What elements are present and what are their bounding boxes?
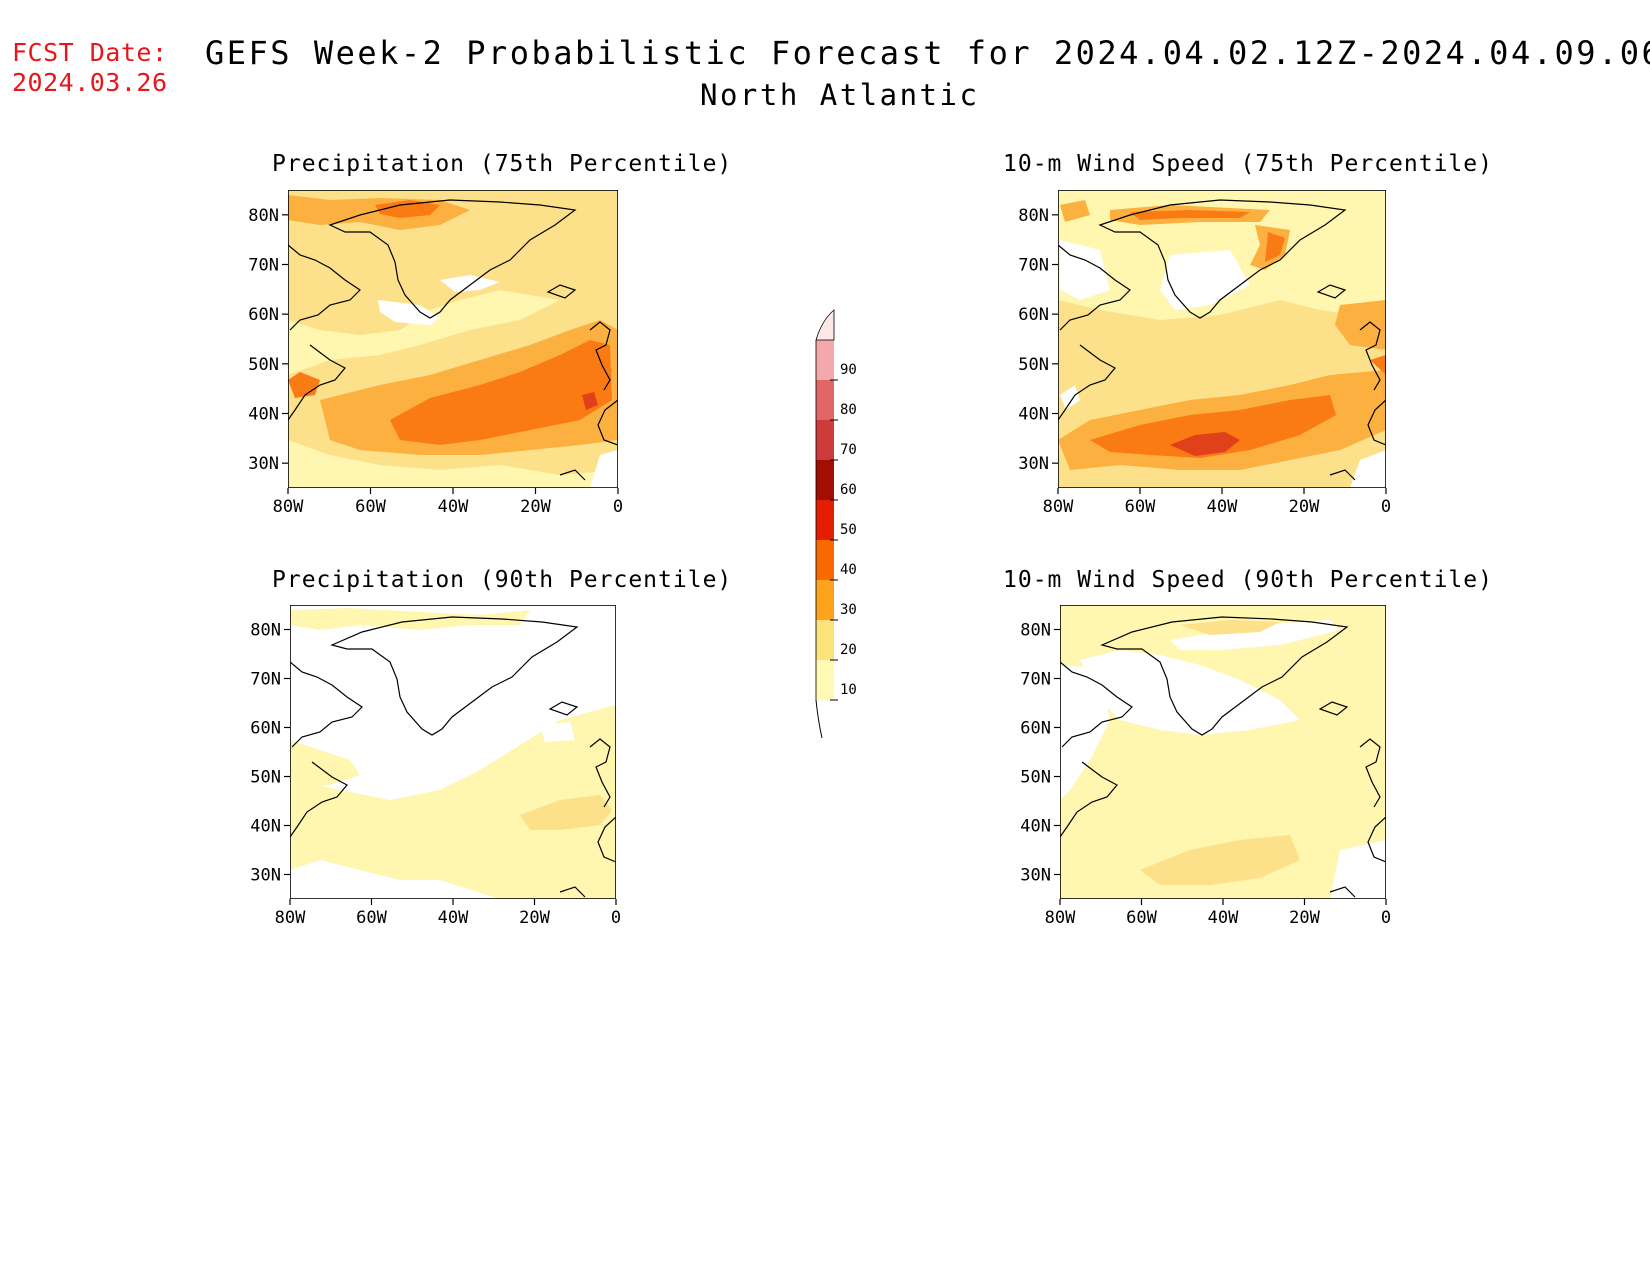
lon-label: 80W [1045,908,1076,928]
colorbar-top-cap [815,309,835,341]
lat-label: 50N [250,768,281,788]
colorbar-label: 30 [840,602,857,618]
lat-label: 70N [1018,256,1049,276]
lon-label: 60W [1125,497,1156,517]
colorbar-segment [816,460,834,500]
lon-label: 0 [611,908,621,928]
lat-label: 30N [1020,866,1051,886]
panel-title-wind90: 10-m Wind Speed (90th Percentile) [1003,567,1493,593]
colorbar-label: 40 [840,562,857,578]
lat-label: 50N [1020,768,1051,788]
lon-label: 60W [356,908,387,928]
lon-label: 80W [275,908,306,928]
panel-title-precip90: Precipitation (90th Percentile) [272,567,733,593]
lon-label: 20W [520,497,551,517]
colorbar-label: 10 [840,682,857,698]
lon-label: 20W [1289,908,1320,928]
lat-label: 70N [1020,670,1051,690]
colorbar-segment [816,380,834,420]
fcst-date-label: FCST Date: [12,38,168,67]
lon-label: 0 [613,497,623,517]
lon-label: 60W [1126,908,1157,928]
lon-label: 60W [355,497,386,517]
lat-label: 80N [1020,621,1051,641]
lat-label: 70N [250,670,281,690]
colorbar-segment [816,620,834,660]
colorbar-label: 70 [840,442,857,458]
lat-label: 40N [1018,405,1049,425]
lat-label: 30N [250,866,281,886]
lon-label: 80W [1043,497,1074,517]
fcst-date: FCST Date: 2024.03.26 [12,38,168,98]
lon-label: 40W [1207,497,1238,517]
panel-title-precip75: Precipitation (75th Percentile) [272,151,733,177]
map-precip90 [290,605,616,899]
lat-label: 60N [1018,305,1049,325]
lat-label: 50N [248,355,279,375]
map-precip75 [288,190,618,488]
colorbar-label: 50 [840,522,857,538]
colorbar-segment [816,540,834,580]
lon-label: 40W [438,497,469,517]
lon-label: 0 [1381,908,1391,928]
colorbar-label: 20 [840,642,857,658]
panel-title-wind75: 10-m Wind Speed (75th Percentile) [1003,151,1493,177]
lat-label: 40N [250,817,281,837]
colorbar-segment [816,660,834,700]
lat-label: 50N [1018,355,1049,375]
lat-label: 60N [250,719,281,739]
lat-label: 70N [248,256,279,276]
lon-label: 20W [1289,497,1320,517]
lat-label: 80N [248,206,279,226]
lat-label: 80N [250,621,281,641]
lat-label: 40N [248,405,279,425]
lon-label: 0 [1381,497,1391,517]
lat-label: 60N [1020,719,1051,739]
axes-labels: 80N 70N 60N 50N 40N 30N 80W 60W 40W 20W 0 80N 70N 60N… [248,206,1391,928]
map-wind90 [1060,605,1386,899]
lon-label: 40W [438,908,469,928]
lat-label: 60N [248,305,279,325]
colorbar-segment [816,580,834,620]
colorbar: 10 20 30 40 50 60 70 80 90 [815,309,857,739]
page-subtitle: North Atlantic [700,78,980,112]
lon-label: 40W [1208,908,1239,928]
colorbar-bottom-cap [815,699,823,739]
map-wind75 [1058,190,1386,488]
colorbar-segment [816,420,834,460]
lon-label: 80W [273,497,304,517]
lat-label: 30N [248,454,279,474]
colorbar-label: 60 [840,482,857,498]
page-title: GEFS Week-2 Probabilistic Forecast for 2… [205,34,1650,72]
colorbar-segment [816,340,834,380]
colorbar-label: 80 [840,402,857,418]
colorbar-segment [816,500,834,540]
fcst-date-value: 2024.03.26 [12,68,168,97]
lat-label: 30N [1018,454,1049,474]
lon-label: 20W [519,908,550,928]
lat-label: 40N [1020,817,1051,837]
lat-label: 80N [1018,206,1049,226]
colorbar-label: 90 [840,362,857,378]
